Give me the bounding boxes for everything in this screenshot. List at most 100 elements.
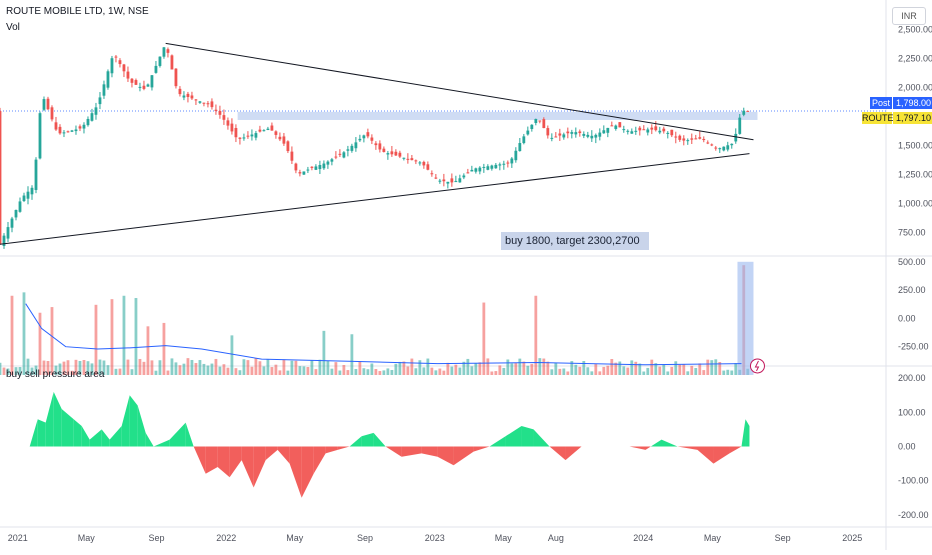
price-tick-label: 1,250.00 [898,170,932,180]
currency-button[interactable]: INR [892,7,926,25]
volume-tick-label: 250.00 [898,285,926,295]
volume-bar [634,361,638,375]
sell-pressure-area [253,446,266,488]
buy-pressure-area [661,439,678,447]
volume-bar [54,365,58,375]
candle-body [138,86,142,88]
candle-body [314,166,318,170]
volume-bar [150,360,154,375]
sell-pressure-area [453,446,474,466]
volume-bar [162,322,166,375]
candle-body [362,135,366,139]
volume-bar [566,371,570,375]
post-price-tag-label: Post [870,97,892,109]
volume-bar [450,366,454,375]
candle-body [462,175,466,178]
volume-bar [42,360,46,375]
indicator-legend: buy sell pressure area [6,369,105,380]
candle-body [590,135,594,139]
candle-body [174,68,178,87]
volume-bar [730,370,734,375]
buy-pressure-area [521,426,534,447]
volume-bar [534,295,538,375]
candle-body [598,132,602,137]
candle-body [662,128,666,132]
volume-bar [322,330,326,375]
volume-bar [114,368,118,375]
candle-body [366,132,370,137]
candle-body [254,133,258,138]
candle-body [14,209,18,218]
candle-body [114,56,118,58]
lightning-icon [749,358,765,374]
candle-body [670,129,674,136]
volume-bar [538,358,542,375]
indicator-tick-label: 200.00 [898,373,926,383]
candle-body [414,160,418,162]
candle-body [562,134,566,138]
candle-body [686,140,690,142]
candle-body [290,151,294,161]
sell-pressure-area [437,446,454,466]
candle-body [570,132,574,134]
candle-body [526,130,530,135]
candle-body [226,120,230,126]
volume-bar [94,304,98,375]
candle-body [390,151,394,155]
volume-bar [418,360,422,375]
volume-bar [286,370,290,375]
volume-bar [458,367,462,375]
candle-body [110,58,114,74]
volume-bar [174,362,178,375]
volume-bar [382,370,386,375]
price-tick-label: 2,500.00 [898,24,932,34]
volume-bar [690,365,694,375]
candle-body [386,153,390,155]
volume-bar [262,366,266,375]
candle-body [246,135,250,137]
volume-bar [466,358,470,375]
candle-body [310,166,314,168]
candle-body [658,130,662,133]
volume-bar [282,359,286,375]
volume-bar [662,364,666,375]
candle-body [166,49,170,53]
candle-body [202,102,206,104]
candle-body [326,161,330,165]
candle-body [130,78,134,83]
volume-bar [670,366,674,375]
volume-bar [314,369,318,375]
volume-bar [446,362,450,375]
candle-body [66,131,70,133]
volume-bar [186,358,190,375]
candle-body [442,179,446,182]
candle-body [738,117,742,134]
volume-bar [2,367,6,375]
volume-bar [726,369,730,375]
time-tick-label: May [704,533,722,543]
candle-body [474,168,478,172]
volume-bar [642,371,646,375]
candle-body [182,95,186,98]
candle-body [582,133,586,136]
candle-body [482,166,486,168]
candle-body [26,191,30,199]
volume-bar [430,367,434,375]
buy-pressure-area [745,419,750,447]
candle-body [378,143,382,150]
volume-bar [86,361,90,375]
sell-pressure-area [677,446,698,450]
sell-pressure-area [565,446,582,461]
volume-bar [118,368,122,375]
indicator-tick-label: 100.00 [898,407,926,417]
volume-bar [706,359,710,375]
candle-body [706,142,710,144]
candle-body [30,187,34,195]
buy-pressure-area [650,439,662,447]
price-tick-label: 2,000.00 [898,82,932,92]
trade-annotation[interactable]: buy 1800, target 2300,2700 [501,232,649,250]
volume-bar [390,369,394,375]
volume-legend: Vol [6,22,20,33]
